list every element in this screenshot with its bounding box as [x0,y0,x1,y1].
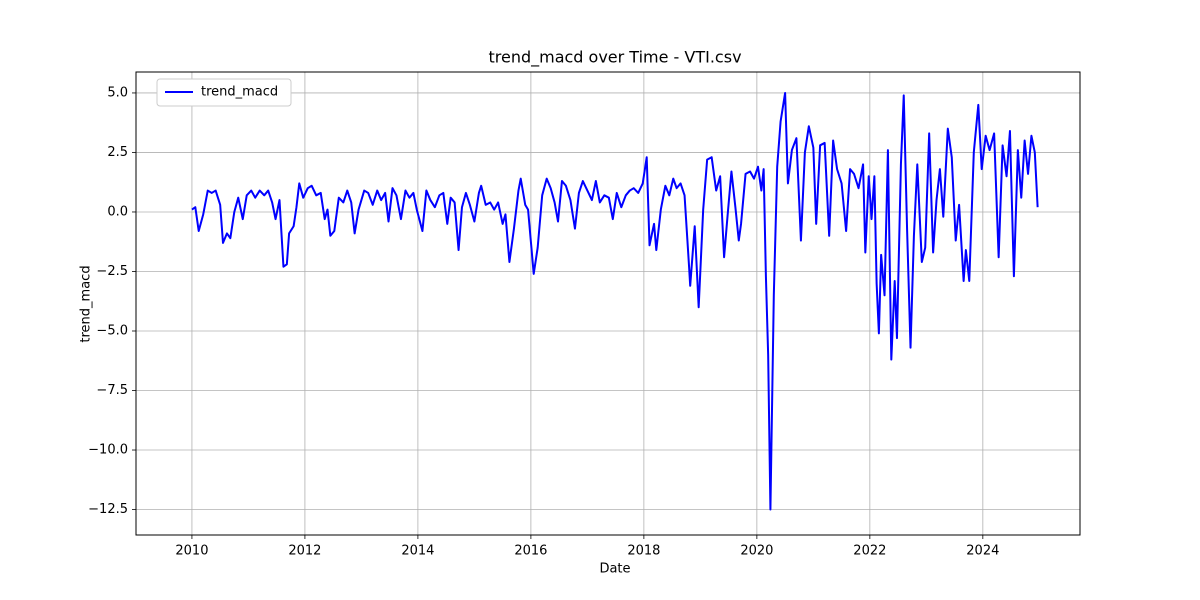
plot-frame [135,71,1081,536]
x-tick-label: 2010 [175,544,208,559]
chart-title: trend_macd over Time - VTI.csv [488,48,741,68]
y-axis-label: trend_macd [79,265,94,342]
x-tick-label: 2022 [853,544,886,559]
x-tick-label: 2020 [740,544,773,559]
x-tick-label: 2012 [288,544,321,559]
x-tick-label: 2016 [514,544,547,559]
y-tick-label: −2.5 [96,264,128,279]
legend-box [156,78,292,107]
x-axis-label: Date [599,562,630,577]
y-tick-label: −10.0 [88,443,128,458]
legend-label: trend_macd [201,85,278,100]
y-tick-label: −7.5 [96,383,128,398]
x-tick-label: 2014 [401,544,434,559]
y-tick-label: 0.0 [107,204,128,219]
x-tick-label: 2024 [966,544,999,559]
x-tick-label: 2018 [627,544,660,559]
y-tick-label: −5.0 [96,323,128,338]
y-tick-label: 5.0 [107,85,128,100]
y-tick-label: 2.5 [107,145,128,160]
data-line [191,91,1039,511]
y-tick-label: −12.5 [88,502,128,517]
